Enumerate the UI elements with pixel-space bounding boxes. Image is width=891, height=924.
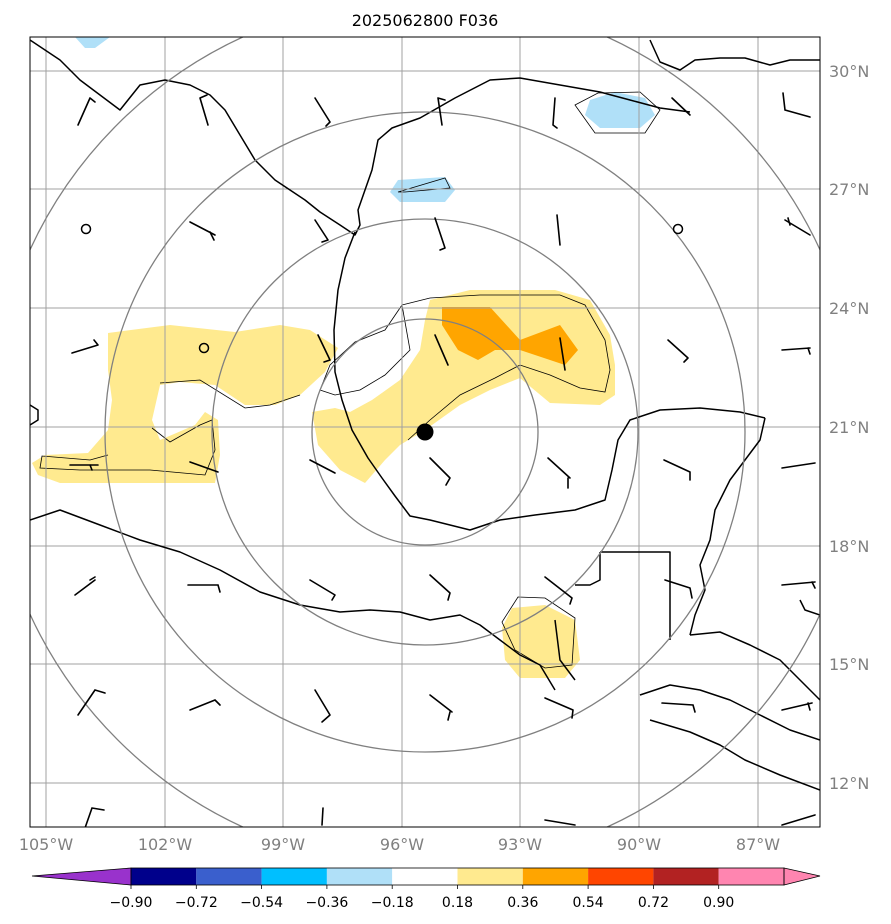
longitude-labels: 105°W 102°W 99°W 96°W 93°W 90°W 87°W bbox=[19, 835, 780, 854]
chart-title: 2025062800 F036 bbox=[352, 11, 499, 30]
colorbar-tick-label: 0.90 bbox=[703, 895, 734, 911]
colorbar-swatch bbox=[392, 868, 458, 885]
colorbar-swatch bbox=[588, 868, 654, 885]
lon-label: 102°W bbox=[138, 835, 193, 854]
negative-anomaly-area-north bbox=[585, 92, 655, 128]
storm-center-marker bbox=[416, 423, 434, 441]
colorbar-tick-label: −0.54 bbox=[240, 895, 283, 911]
lat-label: 27°N bbox=[829, 180, 869, 199]
lon-label: 96°W bbox=[380, 835, 424, 854]
colorbar-swatch bbox=[326, 868, 393, 885]
colorbar-tick-label: 0.54 bbox=[573, 895, 604, 911]
colorbar-tick-label: −0.18 bbox=[371, 895, 414, 911]
positive-anomaly-area-west bbox=[32, 325, 338, 483]
range-ring-3 bbox=[104, 111, 746, 753]
lon-label: 105°W bbox=[19, 835, 74, 854]
coastlines bbox=[30, 39, 820, 791]
range-ring-2 bbox=[211, 218, 639, 646]
lat-label: 12°N bbox=[829, 774, 869, 793]
colorbar-tick-label: −0.36 bbox=[305, 895, 348, 911]
latitude-labels: 30°N 27°N 24°N 21°N 18°N 15°N 12°N bbox=[829, 62, 869, 793]
calm-marker bbox=[80, 223, 92, 235]
colorbar-swatch bbox=[522, 868, 589, 885]
contour-lines bbox=[39, 91, 661, 669]
lon-label: 87°W bbox=[736, 835, 780, 854]
wind-barbs bbox=[69, 92, 816, 827]
lat-label: 15°N bbox=[829, 655, 869, 674]
colorbar-tick-label: 0.18 bbox=[442, 895, 473, 911]
colorbar-tick-label: −0.90 bbox=[110, 895, 153, 911]
lon-label: 90°W bbox=[617, 835, 661, 854]
colorbar-tick-label: 0.36 bbox=[507, 895, 538, 911]
lat-label: 21°N bbox=[829, 418, 869, 437]
colorbar-extend-low bbox=[31, 867, 132, 886]
lon-label: 99°W bbox=[261, 835, 305, 854]
calm-markers bbox=[80, 223, 684, 354]
map-plot-area bbox=[30, 37, 820, 827]
range-rings bbox=[30, 37, 820, 827]
colorbar-swatch bbox=[718, 868, 784, 885]
lat-label: 30°N bbox=[829, 62, 869, 81]
lon-label: 93°W bbox=[498, 835, 542, 854]
colorbar-tick-label: 0.72 bbox=[638, 895, 669, 911]
colorbar-swatch bbox=[457, 868, 523, 885]
lat-label: 18°N bbox=[829, 537, 869, 556]
strong-positive-anomaly-area bbox=[442, 307, 578, 365]
colorbar-swatch bbox=[261, 868, 327, 885]
colorbar-swatch bbox=[131, 868, 197, 885]
range-ring-1 bbox=[311, 318, 539, 546]
shading-layer bbox=[32, 37, 655, 678]
colorbar: −0.90 −0.72 −0.54 −0.36 −0.18 0.18 0.36 … bbox=[31, 867, 821, 911]
calm-marker bbox=[672, 223, 684, 235]
colorbar-swatch bbox=[196, 868, 262, 885]
colorbar-extend-high bbox=[783, 867, 821, 886]
colorbar-tick-label: −0.72 bbox=[175, 895, 218, 911]
colorbar-swatch bbox=[653, 868, 719, 885]
graticule bbox=[30, 37, 820, 827]
negative-anomaly-area-corner bbox=[75, 37, 110, 48]
lat-label: 24°N bbox=[829, 299, 869, 318]
map-frame bbox=[29, 36, 821, 828]
calm-marker bbox=[198, 342, 210, 354]
